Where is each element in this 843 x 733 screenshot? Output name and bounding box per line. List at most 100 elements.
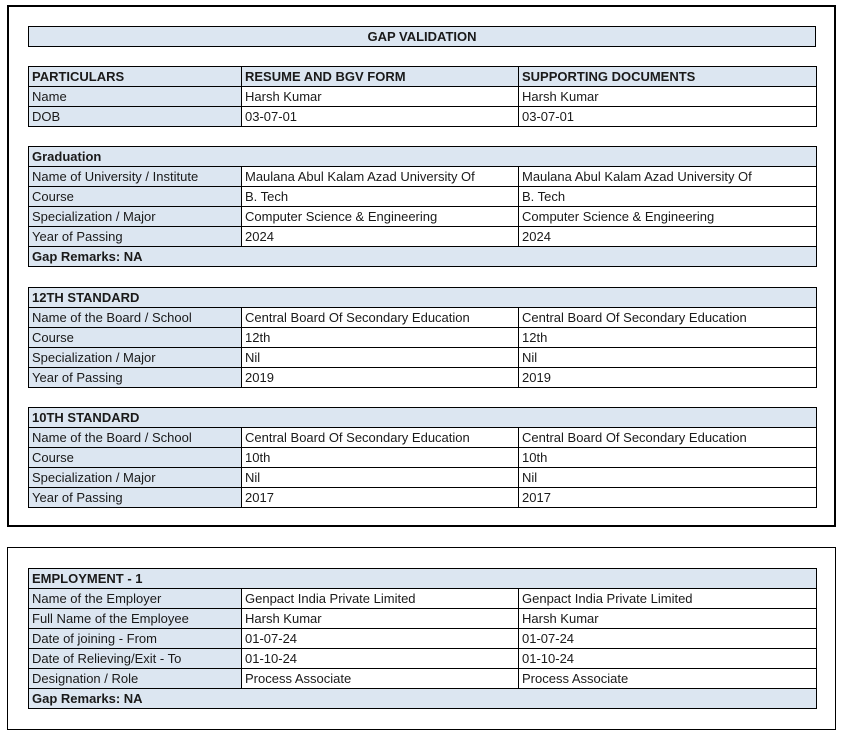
- resume-value: 01-10-24: [241, 648, 519, 669]
- employment-panel: [7, 547, 836, 730]
- section-heading: EMPLOYMENT - 1: [28, 568, 817, 589]
- section-heading-row: EMPLOYMENT - 1: [28, 568, 817, 589]
- table-row: Year of Passing 2019 2019: [28, 367, 818, 388]
- section-heading: Graduation: [27, 146, 818, 167]
- column-header: SUPPORTING DOCUMENTS: [518, 66, 817, 87]
- row-label: Date of joining - From: [28, 628, 242, 649]
- resume-value: 2024: [241, 226, 519, 247]
- row-label: Course: [28, 327, 242, 348]
- table-row: Name of the Board / School Central Board…: [28, 427, 818, 448]
- document-value: Process Associate: [518, 668, 817, 689]
- row-label: Name of the Board / School: [28, 427, 242, 448]
- row-label: Year of Passing: [28, 487, 242, 508]
- table-row: Date of joining - From 01-07-24 01-07-24: [28, 628, 817, 649]
- resume-value: 2019: [241, 367, 519, 388]
- document-value: 2024: [517, 226, 818, 247]
- table-row: Year of Passing 2024 2024: [28, 226, 818, 247]
- title-table: GAP VALIDATION: [28, 26, 816, 47]
- document-value: Maulana Abul Kalam Azad University Of: [517, 166, 818, 187]
- 12th-standard-table: 12TH STANDARD Name of the Board / School…: [27, 287, 818, 388]
- document-value: 10th: [517, 447, 818, 468]
- gap-remarks-row: Gap Remarks: NA: [28, 688, 817, 709]
- row-label: DOB: [28, 106, 242, 127]
- graduation-table: Graduation Name of University / Institut…: [27, 146, 818, 267]
- row-label: Specialization / Major: [28, 467, 242, 488]
- document-value: Genpact India Private Limited: [518, 588, 817, 609]
- gap-remarks-row: Gap Remarks: NA: [27, 246, 818, 267]
- document-value: 03-07-01: [518, 106, 817, 127]
- column-header: PARTICULARS: [28, 66, 242, 87]
- row-label: Specialization / Major: [28, 347, 242, 368]
- section-heading: 10TH STANDARD: [27, 407, 818, 428]
- table-row: Specialization / Major Computer Science …: [28, 206, 818, 227]
- section-heading: 12TH STANDARD: [27, 287, 818, 308]
- table-row: Year of Passing 2017 2017: [28, 487, 818, 508]
- document-value: 2019: [517, 367, 818, 388]
- section-heading-row: Graduation: [27, 146, 818, 167]
- table-row: DOB 03-07-01 03-07-01: [28, 106, 817, 127]
- resume-value: Harsh Kumar: [241, 608, 519, 629]
- particulars-table: PARTICULARS RESUME AND BGV FORM SUPPORTI…: [28, 66, 817, 127]
- resume-value: B. Tech: [241, 186, 519, 207]
- table-row: Name of the Board / School Central Board…: [28, 307, 818, 328]
- table-row: Full Name of the Employee Harsh Kumar Ha…: [28, 608, 817, 629]
- document-value: Harsh Kumar: [518, 608, 817, 629]
- row-label: Course: [28, 186, 242, 207]
- row-label: Name of the Employer: [28, 588, 242, 609]
- document-value: 01-07-24: [518, 628, 817, 649]
- table-row: Name Harsh Kumar Harsh Kumar: [28, 86, 817, 107]
- row-label: Name of University / Institute: [28, 166, 242, 187]
- row-label: Full Name of the Employee: [28, 608, 242, 629]
- table-row: Date of Relieving/Exit - To 01-10-24 01-…: [28, 648, 817, 669]
- table-row: Course B. Tech B. Tech: [28, 186, 818, 207]
- row-label: Designation / Role: [28, 668, 242, 689]
- page-title: GAP VALIDATION: [28, 26, 816, 47]
- gap-validation-panel: [7, 5, 836, 527]
- document-value: 12th: [517, 327, 818, 348]
- resume-value: 01-07-24: [241, 628, 519, 649]
- table-row: Name of University / Institute Maulana A…: [28, 166, 818, 187]
- table-row: Course 12th 12th: [28, 327, 818, 348]
- document-value: Central Board Of Secondary Education: [517, 427, 818, 448]
- document-value: Nil: [517, 347, 818, 368]
- resume-value: Nil: [241, 467, 519, 488]
- table-row: Course 10th 10th: [28, 447, 818, 468]
- table-row: Designation / Role Process Associate Pro…: [28, 668, 817, 689]
- table-row: Specialization / Major Nil Nil: [28, 467, 818, 488]
- resume-value: Process Associate: [241, 668, 519, 689]
- document-value: 01-10-24: [518, 648, 817, 669]
- row-label: Name of the Board / School: [28, 307, 242, 328]
- resume-value: Central Board Of Secondary Education: [241, 427, 519, 448]
- document-value: Nil: [517, 467, 818, 488]
- row-label: Year of Passing: [28, 367, 242, 388]
- section-heading-row: 10TH STANDARD: [27, 407, 818, 428]
- resume-value: 10th: [241, 447, 519, 468]
- gap-remarks: Gap Remarks: NA: [27, 246, 818, 267]
- header-row: PARTICULARS RESUME AND BGV FORM SUPPORTI…: [28, 66, 817, 87]
- employment-table: EMPLOYMENT - 1 Name of the Employer Genp…: [28, 568, 817, 709]
- row-label: Date of Relieving/Exit - To: [28, 648, 242, 669]
- resume-value: Harsh Kumar: [241, 86, 519, 107]
- document-value: Central Board Of Secondary Education: [517, 307, 818, 328]
- row-label: Year of Passing: [28, 226, 242, 247]
- resume-value: Computer Science & Engineering: [241, 206, 519, 227]
- document-value: B. Tech: [517, 186, 818, 207]
- resume-value: Genpact India Private Limited: [241, 588, 519, 609]
- table-row: Specialization / Major Nil Nil: [28, 347, 818, 368]
- section-heading-row: 12TH STANDARD: [27, 287, 818, 308]
- resume-value: 03-07-01: [241, 106, 519, 127]
- resume-value: Maulana Abul Kalam Azad University Of: [241, 166, 519, 187]
- column-header: RESUME AND BGV FORM: [241, 66, 519, 87]
- row-label: Course: [28, 447, 242, 468]
- 10th-standard-table: 10TH STANDARD Name of the Board / School…: [27, 407, 818, 508]
- resume-value: 2017: [241, 487, 519, 508]
- document-value: Harsh Kumar: [518, 86, 817, 107]
- row-label: Name: [28, 86, 242, 107]
- document-value: Computer Science & Engineering: [517, 206, 818, 227]
- document-value: 2017: [517, 487, 818, 508]
- resume-value: 12th: [241, 327, 519, 348]
- resume-value: Nil: [241, 347, 519, 368]
- resume-value: Central Board Of Secondary Education: [241, 307, 519, 328]
- table-row: Name of the Employer Genpact India Priva…: [28, 588, 817, 609]
- row-label: Specialization / Major: [28, 206, 242, 227]
